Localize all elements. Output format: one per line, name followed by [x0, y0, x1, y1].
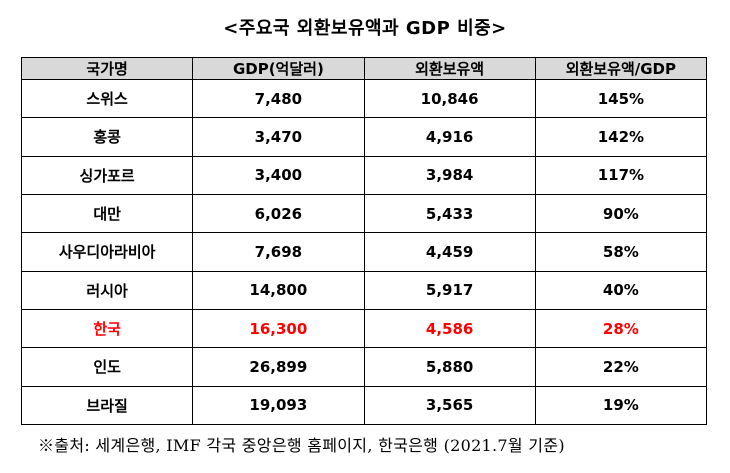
cell-gdp: 6,026	[192, 193, 365, 234]
cell-gdp: 14,800	[192, 270, 365, 310]
cell-ratio: 90%	[534, 193, 708, 234]
table-row: 러시아 14,800 5,917 40%	[20, 270, 708, 310]
cell-country: 브라질	[20, 385, 194, 426]
table-row: 인도 26,899 5,880 22%	[20, 347, 708, 387]
cell-gdp: 7,698	[192, 232, 365, 272]
column-header-country: 국가명	[20, 57, 194, 80]
cell-ratio: 40%	[534, 270, 708, 310]
cell-country: 대만	[20, 193, 194, 234]
cell-country: 홍콩	[20, 117, 194, 157]
reserves-table: 국가명 GDP(억달러) 외환보유액 외환보유액/GDP 스위스 7,480 10,…	[20, 57, 708, 426]
table-row: 대만 6,026 5,433 90%	[20, 193, 708, 234]
cell-country: 한국	[20, 308, 194, 349]
column-header-gdp: GDP(억달러)	[192, 57, 365, 80]
table-row: 홍콩 3,470 4,916 142%	[20, 117, 708, 157]
cell-reserves: 10,846	[363, 78, 536, 119]
cell-country: 러시아	[20, 270, 194, 310]
table-header-row: 국가명 GDP(억달러) 외환보유액 외환보유액/GDP	[20, 57, 708, 80]
table-row: 한국 16,300 4,586 28%	[20, 308, 708, 349]
cell-gdp: 19,093	[192, 385, 365, 426]
column-header-reserves: 외환보유액	[363, 57, 536, 80]
cell-reserves: 4,586	[363, 308, 536, 349]
cell-reserves: 5,880	[363, 347, 536, 387]
cell-ratio: 22%	[534, 347, 708, 387]
table-row: 브라질 19,093 3,565 19%	[20, 385, 708, 426]
cell-reserves: 4,916	[363, 117, 536, 157]
cell-ratio: 145%	[534, 78, 708, 119]
cell-reserves: 5,433	[363, 193, 536, 234]
cell-ratio: 28%	[534, 308, 708, 349]
cell-reserves: 5,917	[363, 270, 536, 310]
cell-reserves: 4,459	[363, 232, 536, 272]
table-row: 사우디아라비아 7,698 4,459 58%	[20, 232, 708, 272]
cell-country: 인도	[20, 347, 194, 387]
cell-gdp: 3,470	[192, 117, 365, 157]
table-row: 스위스 7,480 10,846 145%	[20, 78, 708, 119]
cell-gdp: 7,480	[192, 78, 365, 119]
cell-gdp: 26,899	[192, 347, 365, 387]
cell-ratio: 142%	[534, 117, 708, 157]
cell-ratio: 117%	[534, 155, 708, 195]
cell-country: 스위스	[20, 78, 194, 119]
cell-reserves: 3,984	[363, 155, 536, 195]
table-title: <주요국 외환보유액과 GDP 비중>	[223, 18, 507, 39]
column-header-ratio: 외환보유액/GDP	[534, 57, 708, 80]
cell-ratio: 58%	[534, 232, 708, 272]
table-row: 싱가포르 3,400 3,984 117%	[20, 155, 708, 195]
cell-reserves: 3,565	[363, 385, 536, 426]
cell-gdp: 3,400	[192, 155, 365, 195]
cell-ratio: 19%	[534, 385, 708, 426]
cell-country: 싱가포르	[20, 155, 194, 195]
cell-gdp: 16,300	[192, 308, 365, 349]
cell-country: 사우디아라비아	[20, 232, 194, 272]
source-footnote: ※출처: 세계은행, IMF 각국 중앙은행 홈페이지, 한국은행 (2021.…	[38, 436, 565, 455]
